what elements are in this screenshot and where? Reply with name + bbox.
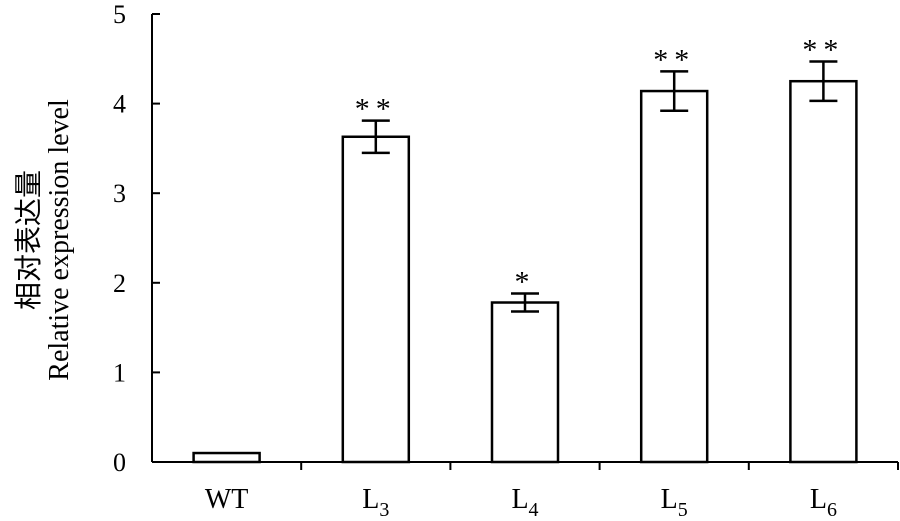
y-tick-label-4: 4 [113, 90, 126, 119]
bar-l3 [341, 135, 411, 464]
bar-l5 [639, 89, 709, 464]
y-tick-label-3: 3 [113, 179, 126, 208]
category-label-wt: WT [205, 484, 249, 515]
significance-l4: * [515, 266, 536, 299]
category-label-l3: L3 [362, 484, 389, 521]
y-tick-label-0: 0 [113, 448, 126, 477]
category-labels: WT L3 L4 L5 L6 [205, 484, 837, 521]
y-tick-label-5: 5 [113, 0, 126, 29]
y-tick-label-1: 1 [113, 358, 126, 387]
bar-l4 [490, 301, 560, 464]
y-tick-label-2: 2 [113, 269, 126, 298]
x-ticks [300, 462, 899, 470]
significance-l5: ** [653, 43, 695, 76]
y-axis-label-en: Relative expression level [44, 99, 75, 381]
y-ticks: 0 1 2 3 4 5 [113, 0, 160, 477]
error-bars [361, 60, 838, 313]
y-axis-label-cn: 相对表达量 [12, 170, 45, 310]
significance-l6: ** [802, 33, 844, 66]
category-label-l6: L6 [810, 484, 837, 521]
bars [192, 79, 858, 464]
category-label-l5: L5 [661, 484, 688, 521]
bar-l6 [789, 79, 858, 464]
category-label-l4: L4 [511, 484, 538, 521]
significance-marks: ***** ** [355, 33, 844, 299]
significance-l3: ** [355, 93, 397, 126]
bar-wt [192, 451, 261, 464]
